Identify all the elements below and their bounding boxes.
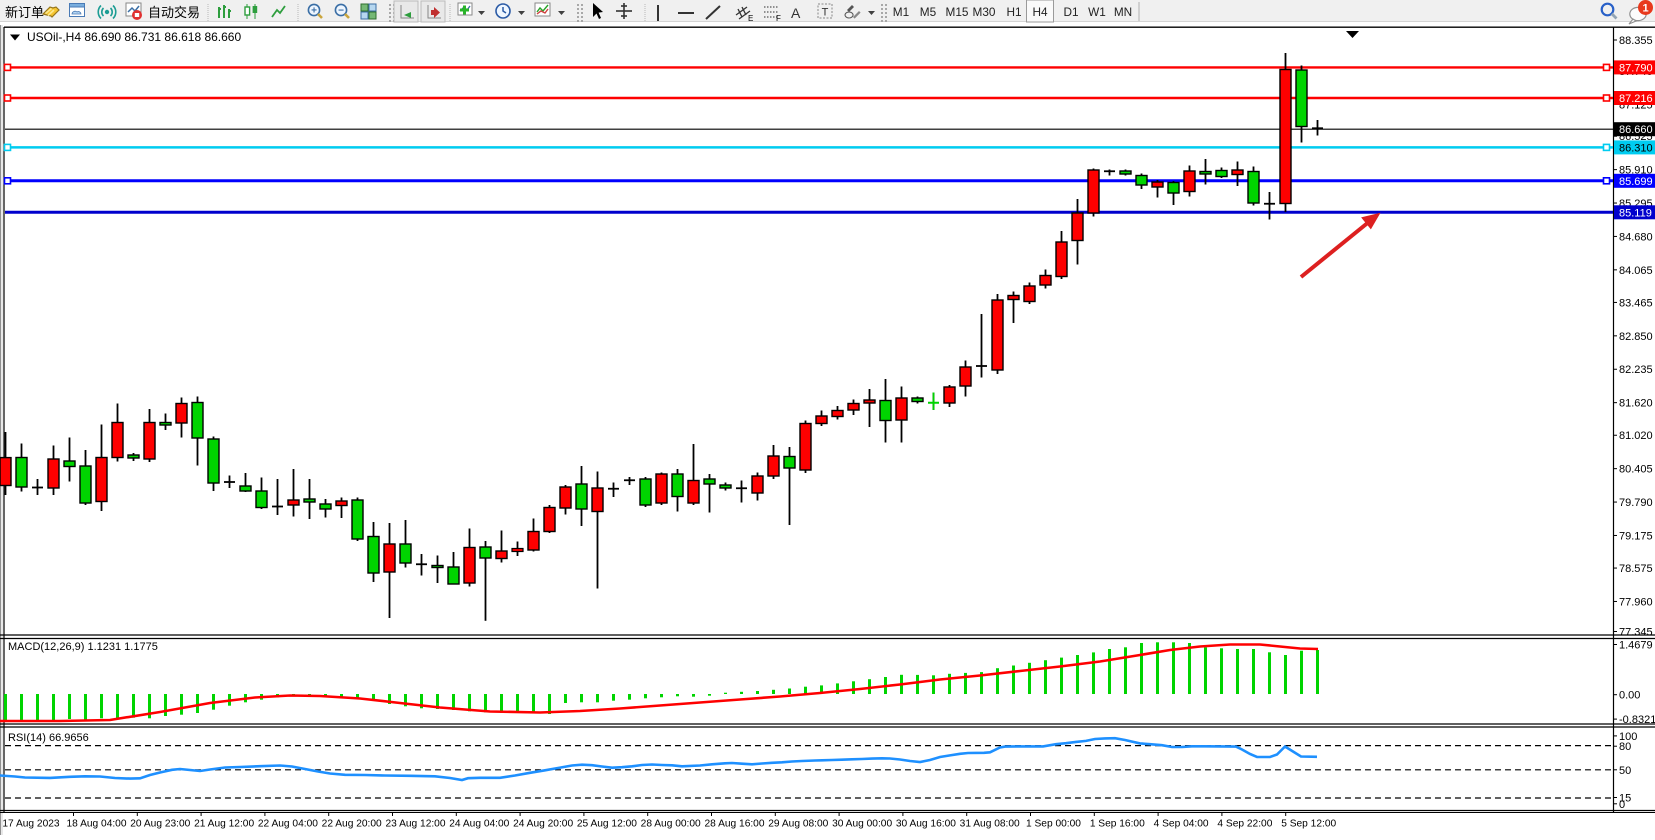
svg-text:F: F bbox=[776, 14, 781, 23]
svg-text:−: − bbox=[338, 6, 344, 17]
svg-text:80.405: 80.405 bbox=[1619, 464, 1653, 476]
svg-text:84.065: 84.065 bbox=[1619, 265, 1653, 277]
svg-text:MN: MN bbox=[1114, 5, 1132, 19]
svg-text:78.575: 78.575 bbox=[1619, 563, 1653, 575]
svg-text:0: 0 bbox=[1619, 799, 1625, 811]
svg-text:RSI(14) 66.9656: RSI(14) 66.9656 bbox=[8, 732, 89, 744]
svg-text:17 Aug 2023: 17 Aug 2023 bbox=[2, 819, 60, 830]
svg-text:85.910: 85.910 bbox=[1619, 165, 1653, 177]
svg-text:81.620: 81.620 bbox=[1619, 398, 1653, 410]
svg-text:W1: W1 bbox=[1088, 5, 1106, 19]
svg-text:自动交易: 自动交易 bbox=[148, 5, 200, 20]
svg-text:M15: M15 bbox=[946, 5, 969, 19]
svg-text:15: 15 bbox=[1619, 793, 1631, 805]
svg-text:50: 50 bbox=[1619, 765, 1631, 777]
svg-text:4 Sep 04:00: 4 Sep 04:00 bbox=[1154, 819, 1209, 830]
svg-text:4 Sep 22:00: 4 Sep 22:00 bbox=[1217, 819, 1272, 830]
svg-text:77.960: 77.960 bbox=[1619, 596, 1653, 608]
svg-text:87.216: 87.216 bbox=[1619, 93, 1653, 105]
svg-text:86.310: 86.310 bbox=[1619, 142, 1653, 154]
svg-text:22 Aug 04:00: 22 Aug 04:00 bbox=[258, 819, 318, 830]
svg-text:18 Aug 04:00: 18 Aug 04:00 bbox=[66, 819, 126, 830]
svg-text:25 Aug 12:00: 25 Aug 12:00 bbox=[577, 819, 637, 830]
svg-text:85.119: 85.119 bbox=[1619, 207, 1652, 219]
svg-text:79.790: 79.790 bbox=[1619, 497, 1653, 509]
svg-text:22 Aug 20:00: 22 Aug 20:00 bbox=[322, 819, 382, 830]
svg-text:M5: M5 bbox=[920, 5, 937, 19]
svg-text:31 Aug 08:00: 31 Aug 08:00 bbox=[960, 819, 1020, 830]
svg-text:100: 100 bbox=[1619, 731, 1637, 743]
svg-text:新订单: 新订单 bbox=[5, 5, 44, 20]
svg-text:80: 80 bbox=[1619, 741, 1631, 753]
svg-text:-0.8321: -0.8321 bbox=[1619, 714, 1655, 726]
svg-text:84.680: 84.680 bbox=[1619, 231, 1653, 243]
svg-text:5 Sep 12:00: 5 Sep 12:00 bbox=[1281, 819, 1336, 830]
svg-text:M30: M30 bbox=[973, 5, 996, 19]
svg-text:23 Aug 12:00: 23 Aug 12:00 bbox=[385, 819, 445, 830]
svg-text:1: 1 bbox=[1642, 3, 1648, 15]
svg-text:E: E bbox=[748, 14, 753, 23]
svg-text:H4: H4 bbox=[1032, 5, 1048, 19]
svg-text:30 Aug 16:00: 30 Aug 16:00 bbox=[896, 819, 956, 830]
svg-text:85.699: 85.699 bbox=[1619, 176, 1653, 188]
svg-text:82.850: 82.850 bbox=[1619, 331, 1653, 343]
svg-text:21 Aug 12:00: 21 Aug 12:00 bbox=[194, 819, 254, 830]
svg-text:81.020: 81.020 bbox=[1619, 430, 1653, 442]
svg-text:28 Aug 16:00: 28 Aug 16:00 bbox=[704, 819, 764, 830]
svg-text:24 Aug 20:00: 24 Aug 20:00 bbox=[513, 819, 573, 830]
svg-text:87.790: 87.790 bbox=[1619, 62, 1653, 74]
svg-text:D1: D1 bbox=[1063, 5, 1078, 19]
svg-text:MACD(12,26,9) 1.1231 1.1775: MACD(12,26,9) 1.1231 1.1775 bbox=[8, 641, 158, 653]
svg-text:86.660: 86.660 bbox=[1619, 124, 1653, 136]
svg-text:M1: M1 bbox=[893, 5, 909, 19]
svg-text:30 Aug 00:00: 30 Aug 00:00 bbox=[832, 819, 892, 830]
svg-text:T: T bbox=[822, 7, 829, 19]
svg-text:USOil-,H4 86.690 86.731 86.61: USOil-,H4 86.690 86.731 86.618 86.660 bbox=[27, 30, 241, 44]
svg-text:29 Aug 08:00: 29 Aug 08:00 bbox=[768, 819, 828, 830]
svg-text:88.355: 88.355 bbox=[1619, 35, 1653, 47]
svg-text:79.175: 79.175 bbox=[1619, 530, 1653, 542]
svg-text:H1: H1 bbox=[1006, 5, 1021, 19]
svg-text:A: A bbox=[791, 5, 801, 21]
svg-text:+: + bbox=[311, 6, 317, 17]
svg-text:83.465: 83.465 bbox=[1619, 297, 1653, 309]
svg-text:28 Aug 00:00: 28 Aug 00:00 bbox=[641, 819, 701, 830]
svg-text:24 Aug 04:00: 24 Aug 04:00 bbox=[449, 819, 509, 830]
svg-text:0.00: 0.00 bbox=[1619, 690, 1640, 702]
svg-text:1 Sep 16:00: 1 Sep 16:00 bbox=[1090, 819, 1145, 830]
svg-text:20 Aug 23:00: 20 Aug 23:00 bbox=[130, 819, 190, 830]
svg-text:1 Sep 00:00: 1 Sep 00:00 bbox=[1026, 819, 1081, 830]
svg-text:77.345: 77.345 bbox=[1619, 627, 1653, 639]
svg-text:1.4679: 1.4679 bbox=[1619, 640, 1653, 652]
svg-text:82.235: 82.235 bbox=[1619, 364, 1653, 376]
